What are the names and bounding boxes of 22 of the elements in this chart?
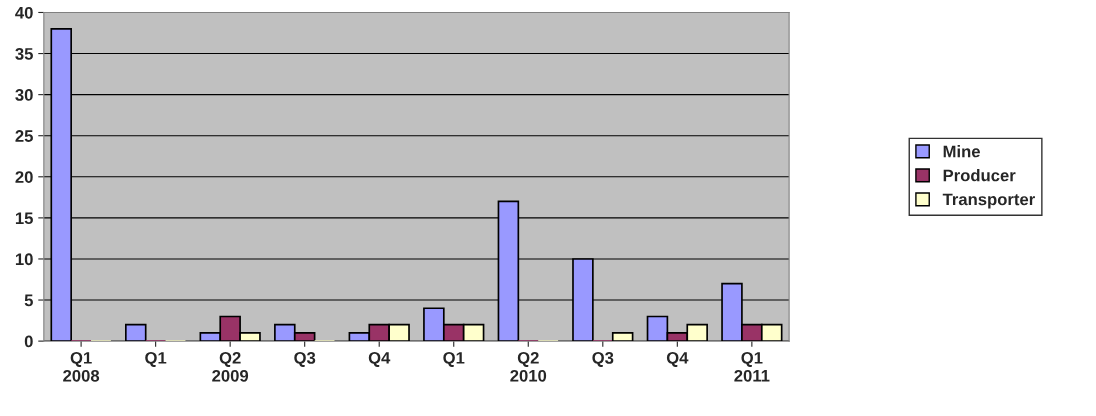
y-tick-label: 40	[15, 6, 33, 19]
x-tick-label: Q1	[443, 351, 465, 367]
x-tick-label: Q3	[294, 351, 316, 367]
y-tick-label: 20	[15, 171, 33, 183]
y-tick-label: 35	[15, 47, 33, 60]
x-tick-label: Q4	[666, 351, 689, 367]
y-tick-label: 10	[15, 253, 33, 266]
legend-label: Producer	[943, 169, 1016, 182]
y-tick-label: 0	[24, 335, 33, 348]
x-tick-label: Q2 2009	[212, 351, 249, 382]
x-tick-label: Q1 2011	[734, 351, 770, 382]
x-tick-label: Q1 2008	[63, 351, 100, 382]
y-tick-label: 30	[15, 89, 33, 101]
y-tick-label: 25	[15, 130, 33, 142]
legend-label: Transporter	[942, 193, 1035, 209]
x-tick-label: Q4	[368, 351, 391, 367]
x-tick-label: Q2 2010	[510, 351, 547, 382]
legend-label: Mine	[943, 145, 980, 158]
y-tick-label: 5	[24, 294, 33, 307]
x-tick-label: Q1	[145, 351, 167, 367]
x-tick-label: Q3	[592, 351, 614, 367]
y-tick-label: 15	[15, 212, 33, 225]
